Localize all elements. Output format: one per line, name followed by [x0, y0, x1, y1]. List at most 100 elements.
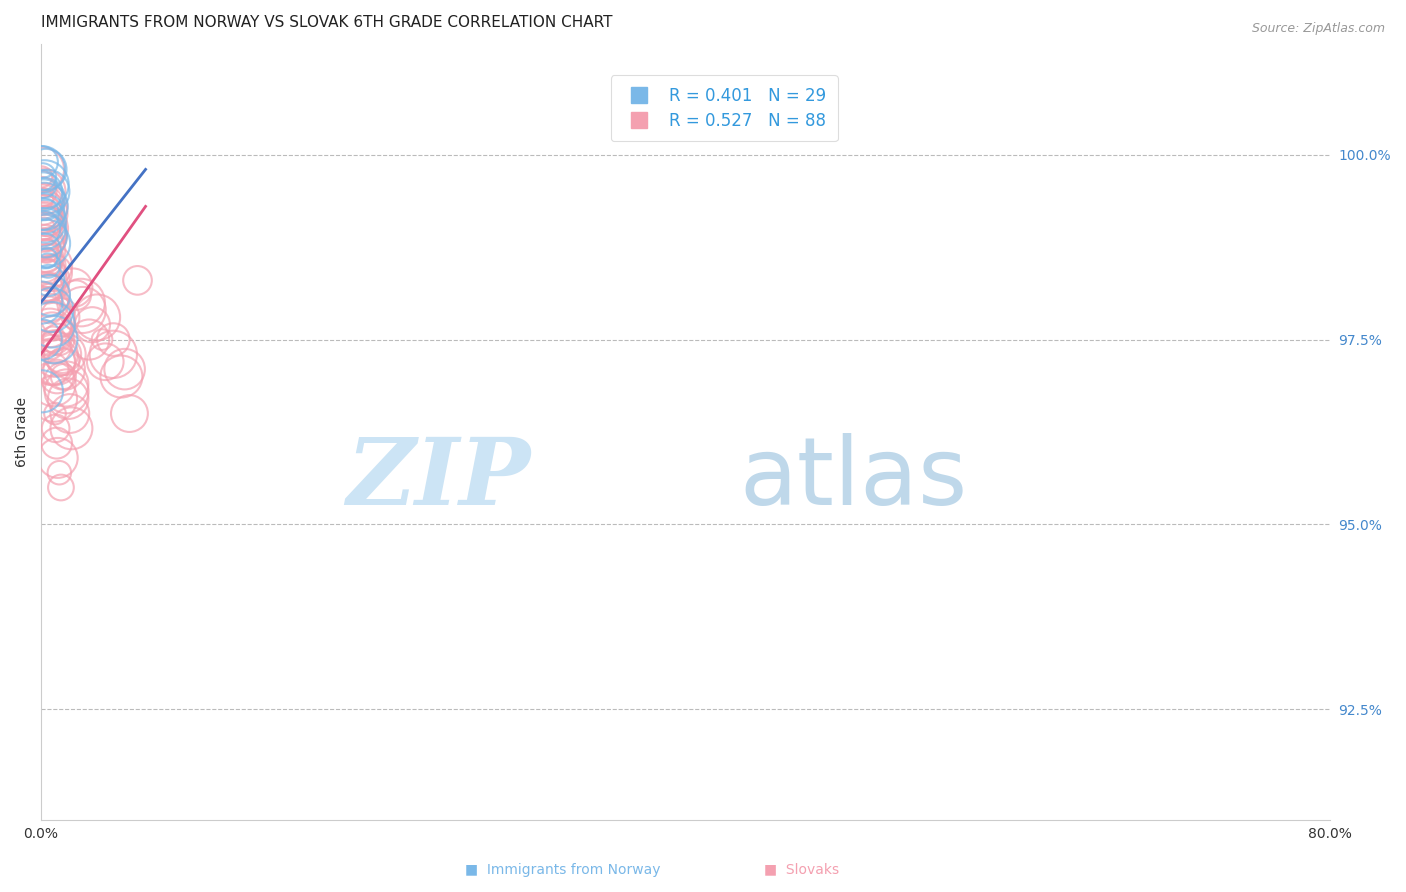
Point	[35, 236, 58, 251]
Point	[30, 295, 52, 310]
Point	[59, 407, 82, 421]
Point	[31, 155, 53, 169]
Point	[32, 229, 55, 244]
Point	[103, 333, 125, 347]
Point	[34, 207, 56, 221]
Point	[44, 340, 66, 354]
Point	[31, 214, 53, 228]
Point	[30, 178, 52, 192]
Point	[31, 333, 53, 347]
Point	[48, 333, 70, 347]
Point	[53, 347, 76, 361]
Point	[65, 288, 87, 302]
Point	[118, 407, 141, 421]
Point	[32, 244, 55, 258]
Point	[41, 325, 63, 339]
Text: ■  Slovaks: ■ Slovaks	[763, 863, 839, 877]
Point	[77, 333, 100, 347]
Point	[34, 236, 56, 251]
Point	[37, 259, 59, 273]
Point	[34, 199, 56, 213]
Point	[31, 221, 53, 235]
Point	[53, 362, 76, 376]
Point	[32, 207, 55, 221]
Point	[51, 355, 73, 369]
Point	[48, 466, 70, 480]
Point	[32, 199, 55, 213]
Point	[38, 318, 60, 332]
Point	[32, 207, 55, 221]
Point	[42, 392, 65, 406]
Point	[46, 450, 69, 465]
Point	[42, 266, 65, 280]
Point	[39, 310, 62, 325]
Point	[34, 251, 56, 265]
Point	[127, 273, 149, 287]
Point	[34, 229, 56, 244]
Text: ZIP: ZIP	[346, 434, 530, 524]
Point	[35, 273, 58, 287]
Point	[34, 229, 56, 244]
Y-axis label: 6th Grade: 6th Grade	[15, 397, 30, 467]
Point	[37, 185, 59, 199]
Point	[110, 369, 132, 384]
Point	[41, 362, 63, 376]
Point	[37, 259, 59, 273]
Point	[31, 199, 53, 213]
Point	[86, 310, 108, 325]
Point	[45, 421, 67, 435]
Point	[38, 281, 60, 295]
Point	[32, 199, 55, 213]
Point	[34, 259, 56, 273]
Point	[37, 214, 59, 228]
Point	[34, 178, 56, 192]
Point	[38, 288, 60, 302]
Point	[58, 392, 80, 406]
Point	[91, 333, 114, 347]
Point	[45, 369, 67, 384]
Point	[31, 162, 53, 177]
Point	[32, 192, 55, 206]
Legend: R = 0.401   N = 29, R = 0.527   N = 88: R = 0.401 N = 29, R = 0.527 N = 88	[610, 75, 838, 141]
Point	[32, 244, 55, 258]
Point	[94, 355, 117, 369]
Point	[42, 333, 65, 347]
Text: ■  Immigrants from Norway: ■ Immigrants from Norway	[464, 863, 661, 877]
Point	[38, 295, 60, 310]
Point	[37, 266, 59, 280]
Point	[37, 281, 59, 295]
Point	[39, 340, 62, 354]
Point	[31, 169, 53, 184]
Point	[52, 369, 75, 384]
Text: atlas: atlas	[740, 433, 967, 524]
Point	[34, 214, 56, 228]
Text: IMMIGRANTS FROM NORWAY VS SLOVAK 6TH GRADE CORRELATION CHART: IMMIGRANTS FROM NORWAY VS SLOVAK 6TH GRA…	[41, 15, 612, 30]
Point	[103, 347, 125, 361]
Point	[70, 295, 93, 310]
Point	[34, 207, 56, 221]
Point	[35, 162, 58, 177]
Point	[35, 251, 58, 265]
Point	[35, 221, 58, 235]
Point	[41, 355, 63, 369]
Point	[38, 273, 60, 287]
Point	[62, 281, 84, 295]
Point	[32, 192, 55, 206]
Point	[39, 302, 62, 317]
Text: Source: ZipAtlas.com: Source: ZipAtlas.com	[1251, 22, 1385, 36]
Point	[39, 259, 62, 273]
Point	[44, 407, 66, 421]
Point	[41, 318, 63, 332]
Point	[37, 302, 59, 317]
Point	[55, 376, 77, 391]
Point	[32, 221, 55, 235]
Point	[38, 325, 60, 339]
Point	[49, 481, 72, 495]
Point	[72, 302, 94, 317]
Point	[37, 288, 59, 302]
Point	[32, 214, 55, 228]
Point	[45, 355, 67, 369]
Point	[32, 236, 55, 251]
Point	[51, 347, 73, 361]
Point	[31, 384, 53, 399]
